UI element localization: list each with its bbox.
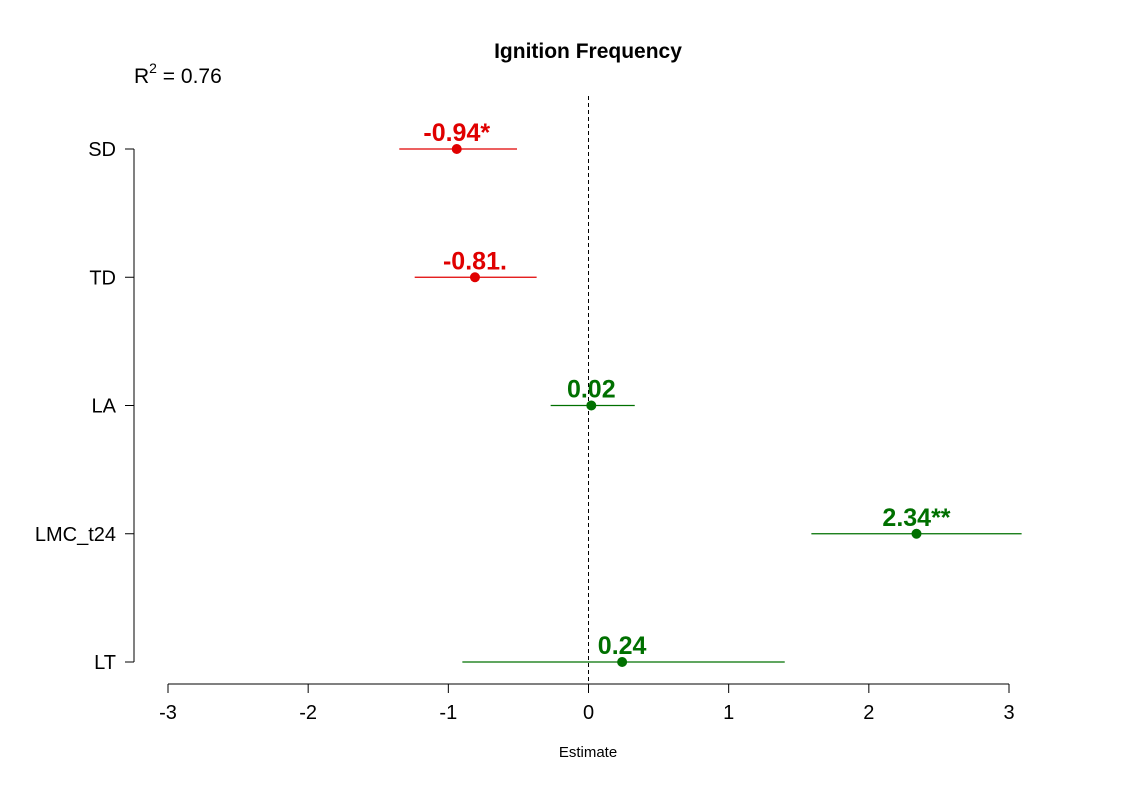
estimate-point — [617, 657, 628, 667]
x-tick-label: 3 — [1003, 702, 1014, 724]
r-squared-superscript: 2 — [149, 60, 157, 76]
x-axis-label: Estimate — [559, 744, 617, 761]
estimate-point — [911, 528, 922, 539]
r-squared-annotation: R2 = 0.76 — [134, 60, 222, 88]
estimate-point — [586, 400, 597, 411]
estimate-label: -0.94* — [423, 119, 490, 147]
x-tick-label: 1 — [723, 702, 734, 724]
y-tick-label: LMC_t24 — [35, 524, 116, 546]
y-tick-label: LT — [94, 652, 116, 674]
estimate-point — [451, 144, 462, 154]
x-tick-label: -1 — [439, 702, 457, 724]
x-tick-label: 0 — [583, 702, 594, 724]
chart-title: Ignition Frequency — [494, 40, 682, 63]
estimate-label: -0.81. — [443, 247, 507, 275]
estimate-label: 2.34** — [882, 504, 950, 532]
y-tick-label: TD — [89, 267, 116, 289]
estimate-label: 0.24 — [598, 632, 647, 660]
r-squared-value: = 0.76 — [157, 65, 222, 88]
x-tick-label: 2 — [863, 702, 874, 724]
r-squared-prefix: R — [134, 65, 149, 88]
y-tick-label: SD — [88, 139, 116, 161]
x-tick-label: -2 — [299, 702, 317, 724]
estimate-label: 0.02 — [567, 376, 616, 404]
estimate-point — [469, 272, 480, 283]
y-tick-label: LA — [92, 396, 117, 418]
plot-layer: -3 -2 -1 0 1 2 3 SD -0.94* TD -0.81. LA 0.02 LMC_t24 2… — [35, 96, 1022, 724]
x-tick-label: -3 — [159, 702, 177, 724]
